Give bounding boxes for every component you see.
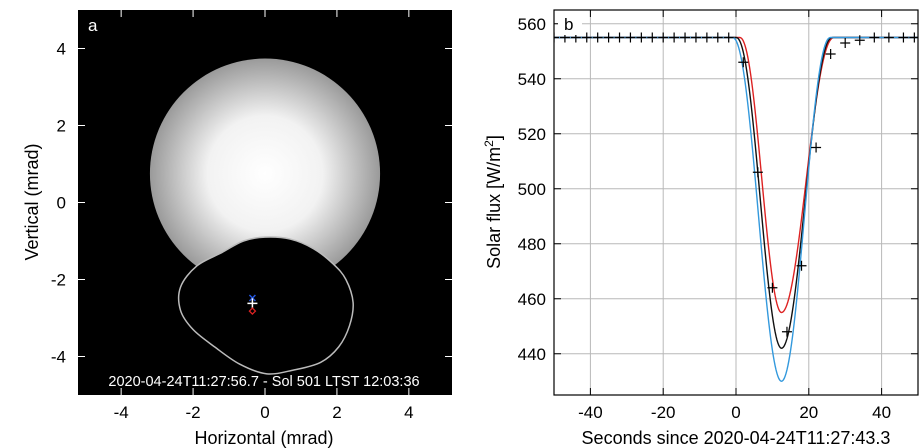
observations: [554, 32, 918, 337]
observation-point: [767, 282, 778, 293]
panel-b-label-box: [558, 13, 582, 35]
y-tick-label-a: -4: [51, 348, 66, 367]
y-axis-label-end: ]: [484, 135, 504, 140]
y-tick-label-b: 460: [518, 290, 546, 309]
observation-point: [796, 260, 807, 271]
observation-point: [738, 57, 749, 68]
observation-point: [581, 32, 592, 43]
panel-b-y-axis-label: Solar flux [W/m2]: [482, 135, 504, 269]
observation-point: [723, 32, 734, 43]
observation-point: [592, 32, 603, 43]
panel-a-y-axis-label: Vertical (mrad): [22, 143, 42, 260]
x-tick-label-b: 0: [731, 403, 740, 422]
y-tick-label-b: 520: [518, 125, 546, 144]
observation-point: [636, 32, 647, 43]
marker-x: [248, 294, 256, 302]
x-tick-label-b: 20: [799, 403, 818, 422]
panel-a-axes: -4 -2 0 2 4 -4 -2 0 2 4: [51, 10, 452, 422]
y-tick-label-b: 480: [518, 235, 546, 254]
y-tick-label-b: 540: [518, 70, 546, 89]
y-tick-label-b: 560: [518, 15, 546, 34]
x-tick-label-b: 40: [872, 403, 891, 422]
occulter-shadow: [177, 236, 354, 375]
panel-b-label: b: [564, 15, 573, 34]
x-tick-label-a: -4: [114, 403, 129, 422]
x-tick-label-a: 4: [404, 403, 413, 422]
y-tick-label-b: 440: [518, 345, 546, 364]
y-tick-label-a: 2: [57, 117, 66, 136]
timestamp-annotation: 2020-04-24T11:27:56.7 - Sol 501 LTST 12:…: [108, 374, 419, 390]
y-tick-label-a: 4: [57, 40, 66, 59]
observation-point: [825, 49, 836, 59]
observation-point: [752, 167, 763, 178]
observation-point: [883, 32, 894, 43]
center-markers: [247, 294, 258, 315]
observation-point: [701, 32, 712, 43]
panel-b-x-axis-label: Seconds since 2020-04-24T11:27:43.3: [582, 428, 891, 448]
x-tick-label-b: -40: [578, 403, 603, 422]
x-tick-label-a: 2: [332, 403, 341, 422]
observation-point: [869, 32, 880, 43]
y-tick-label-a: 0: [57, 194, 66, 213]
y-axis-label-main: Solar flux [W/m: [484, 147, 504, 269]
marker-plus: [247, 298, 258, 309]
observation-point: [614, 32, 625, 43]
panel-b-axes: -40 -20 0 20 40 440 460 480 500 520 540 560: [518, 10, 918, 422]
panel-b-grid: [554, 10, 918, 395]
y-axis-label-superscript: 2: [482, 140, 496, 147]
marker-diamond: [248, 307, 257, 315]
panel-a: -4 -2 0 2 4 -4 -2 0 2 4 a 2020-04-24T11:27:56.7 -…: [22, 10, 452, 448]
observation-point: [625, 32, 636, 43]
observation-point: [811, 142, 822, 153]
observation-point: [898, 32, 909, 43]
panel-a-label: a: [88, 16, 98, 35]
observation-point: [669, 32, 680, 43]
x-tick-label-b: -20: [651, 403, 676, 422]
observation-point: [690, 32, 701, 43]
sun-disk: [149, 58, 381, 289]
panel-b: -40 -20 0 20 40 440 460 480 500 520 540 560 b Secon…: [482, 9, 919, 448]
observation-point: [680, 32, 691, 43]
panel-a-x-axis-label: Horizontal (mrad): [194, 428, 333, 448]
y-tick-label-a: -2: [51, 271, 66, 290]
x-tick-label-a: -2: [186, 403, 201, 422]
observation-point: [658, 32, 669, 43]
x-tick-label-a: 0: [260, 403, 269, 422]
observation-point: [647, 32, 658, 43]
observation-point: [781, 326, 792, 337]
observation-point: [854, 35, 865, 46]
observation-point: [603, 32, 614, 43]
observation-point: [712, 32, 723, 43]
observation-point: [554, 32, 559, 43]
y-tick-label-b: 500: [518, 180, 546, 199]
observation-point: [840, 38, 851, 48]
